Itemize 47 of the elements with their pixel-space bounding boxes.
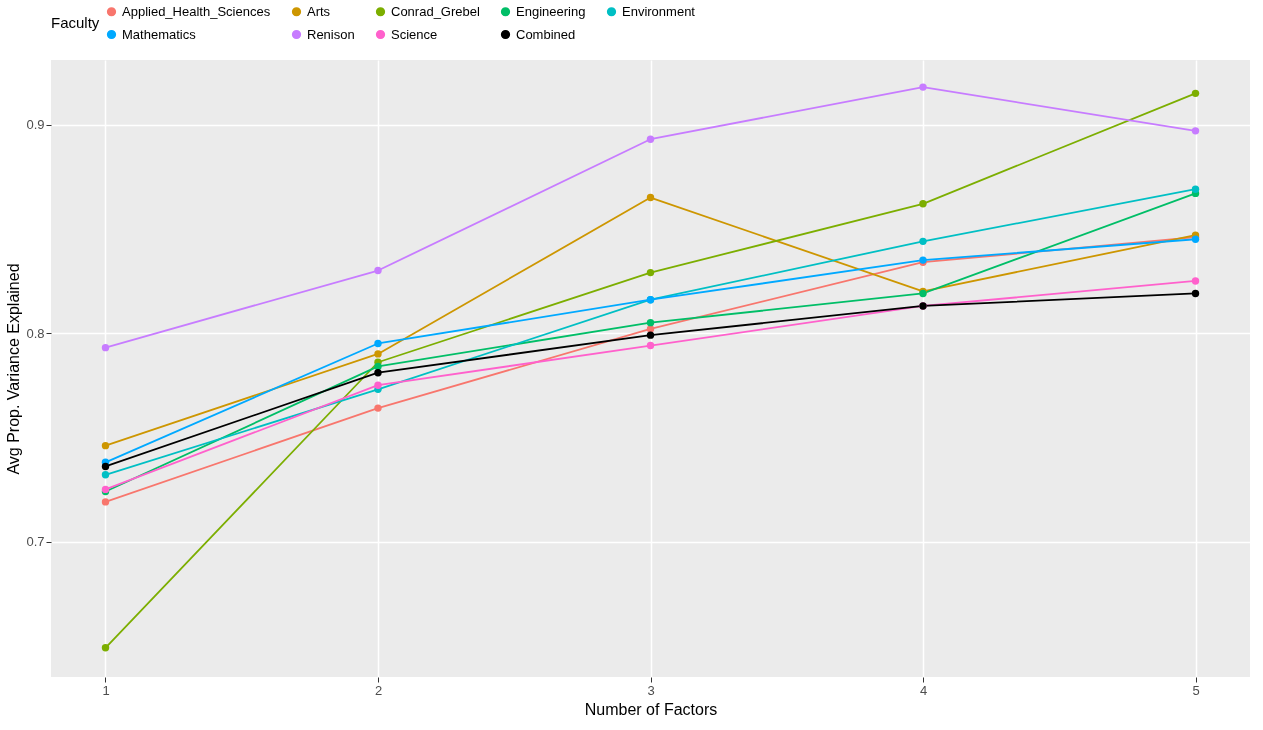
point — [1191, 89, 1200, 98]
point — [919, 83, 927, 91]
legend-label: Combined — [516, 26, 576, 42]
point — [1191, 127, 1200, 135]
point — [374, 368, 382, 377]
legend-label: Environment — [622, 3, 696, 19]
y-tick-label: 0.9 — [26, 117, 45, 133]
legend-label: Renison — [307, 26, 355, 42]
point — [101, 498, 110, 506]
legend-label: Arts — [307, 3, 331, 19]
x-tick-label: 4 — [919, 682, 928, 698]
point — [646, 341, 655, 350]
point — [101, 462, 110, 471]
point — [374, 266, 382, 275]
point — [101, 644, 110, 652]
point — [646, 268, 655, 277]
y-tick-label: 0.8 — [26, 325, 45, 341]
legend-label: Mathematics — [122, 26, 197, 42]
point — [646, 318, 655, 327]
x-tick-label: 2 — [374, 682, 383, 698]
point — [374, 381, 382, 389]
y-axis-title: Avg Prop. Variance Explained — [5, 263, 23, 475]
point — [919, 200, 927, 208]
point — [374, 339, 382, 348]
point — [646, 193, 655, 202]
x-tick-label: 1 — [102, 682, 110, 698]
point — [646, 135, 655, 143]
point — [374, 362, 382, 371]
point — [101, 471, 110, 479]
point — [374, 350, 382, 358]
x-tick-label: 5 — [1192, 682, 1200, 698]
point — [646, 331, 655, 339]
point — [374, 404, 382, 412]
point — [101, 441, 110, 450]
legend-title: Faculty — [51, 14, 100, 31]
x-tick-label: 3 — [647, 682, 655, 698]
legend-label: Science — [391, 26, 438, 42]
point — [101, 343, 110, 352]
x-axis-title: Number of Factors — [584, 700, 718, 718]
point — [919, 237, 927, 246]
point — [1191, 185, 1200, 193]
point — [1191, 277, 1200, 285]
legend-label: Applied_Health_Sciences — [122, 3, 271, 19]
legend-label: Engineering — [516, 3, 586, 19]
y-tick-label: 0.7 — [26, 534, 45, 550]
point — [1191, 289, 1200, 298]
legend-label: Conrad_Grebel — [391, 3, 480, 19]
